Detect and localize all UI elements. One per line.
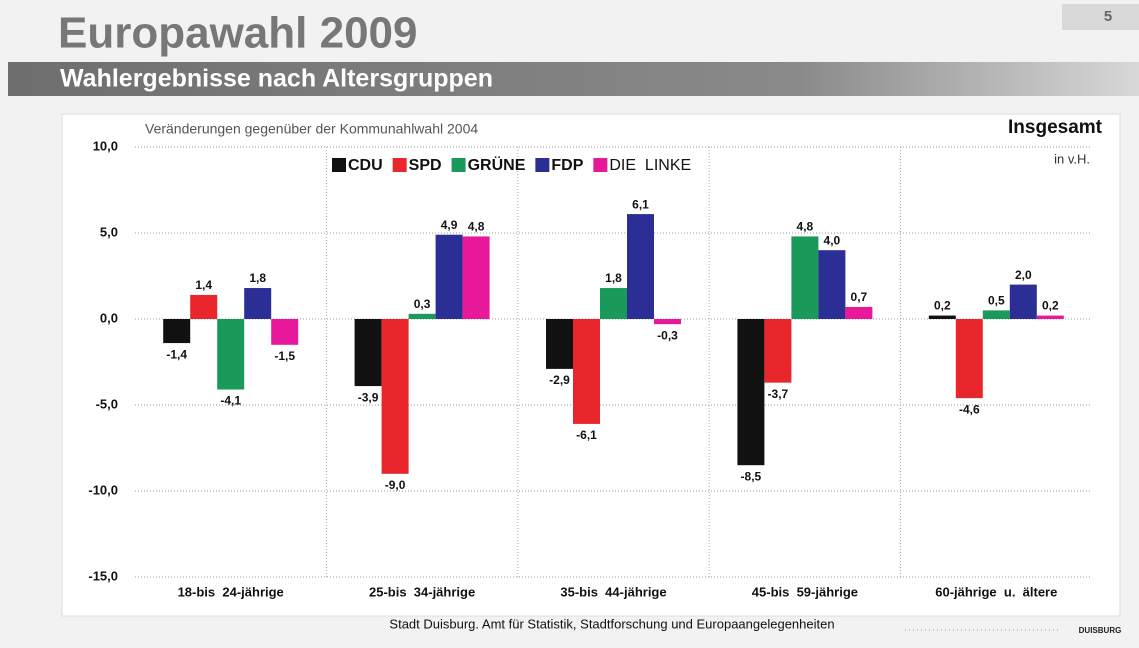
slide-title: Europawahl 2009 bbox=[58, 9, 417, 58]
bar bbox=[546, 319, 573, 369]
bar bbox=[163, 319, 191, 344]
value-label: 4,8 bbox=[468, 220, 485, 234]
value-label: 0,3 bbox=[414, 297, 431, 311]
value-label: 6,1 bbox=[632, 197, 649, 211]
bar bbox=[845, 306, 873, 319]
value-label: 1,8 bbox=[605, 271, 622, 285]
legend-swatch bbox=[535, 158, 550, 172]
value-label: 4,8 bbox=[797, 220, 814, 234]
legend-swatch bbox=[593, 158, 608, 172]
y-tick-label: -5,0 bbox=[96, 396, 118, 411]
logo: DUISBURG bbox=[1079, 626, 1122, 635]
value-label: -2,9 bbox=[549, 373, 570, 387]
legend-label: SPD bbox=[409, 157, 442, 174]
y-tick-label: 0,0 bbox=[100, 310, 118, 325]
y-tick-label: 10,0 bbox=[93, 138, 118, 153]
y-tick-label: -10,0 bbox=[88, 482, 118, 497]
legend-swatch bbox=[332, 158, 346, 172]
value-label: -6,1 bbox=[576, 428, 597, 442]
legend-label: GRÜNE bbox=[468, 155, 526, 174]
slide-subtitle: Wahlergebnisse nach Altersgruppen bbox=[60, 65, 493, 93]
legend-swatch bbox=[392, 158, 407, 172]
bar bbox=[217, 319, 245, 390]
bar bbox=[1009, 284, 1037, 319]
x-tick-label: 60-jährige u. ältere bbox=[935, 584, 1057, 599]
bar bbox=[271, 319, 299, 345]
legend-swatch bbox=[451, 158, 466, 172]
bar bbox=[982, 310, 1010, 319]
value-label: 0,7 bbox=[851, 290, 868, 304]
bar bbox=[408, 313, 436, 319]
value-label: 4,0 bbox=[824, 233, 841, 247]
value-label: -8,5 bbox=[741, 469, 762, 483]
bar bbox=[654, 319, 681, 325]
bar bbox=[462, 236, 490, 319]
value-label: 0,5 bbox=[988, 294, 1005, 308]
x-tick-label: 25-bis 34-jährige bbox=[369, 584, 475, 599]
unit-label: in v.H. bbox=[1054, 151, 1090, 166]
value-label: -4,1 bbox=[220, 394, 241, 408]
x-tick-label: 18-bis 24-jährige bbox=[178, 584, 284, 599]
value-label: 1,8 bbox=[249, 271, 266, 285]
chart-subtitle: Veränderungen gegenüber der Kommunahlwah… bbox=[145, 121, 478, 137]
value-label: 0,2 bbox=[934, 299, 951, 313]
value-label: 0,2 bbox=[1042, 299, 1059, 313]
subtitle-band bbox=[8, 62, 1139, 96]
bar bbox=[764, 319, 792, 383]
bar bbox=[354, 319, 382, 387]
bar bbox=[244, 288, 272, 319]
bar bbox=[1036, 315, 1064, 319]
y-tick-label: 5,0 bbox=[100, 224, 118, 239]
x-tick-label: 35-bis 44-jährige bbox=[560, 584, 666, 599]
bar bbox=[435, 234, 463, 319]
bar bbox=[928, 315, 956, 319]
value-label: -0,3 bbox=[657, 328, 678, 342]
bar bbox=[955, 319, 983, 399]
legend-label: CDU bbox=[348, 157, 383, 174]
chart-title: Insgesamt bbox=[1008, 117, 1103, 138]
legend-label: DIE LINKE bbox=[609, 157, 691, 174]
legend-label: FDP bbox=[551, 157, 583, 174]
bar bbox=[190, 294, 218, 319]
bar bbox=[381, 319, 409, 474]
bar bbox=[737, 319, 765, 466]
value-label: -3,7 bbox=[768, 387, 789, 401]
bar bbox=[818, 250, 846, 319]
bar bbox=[573, 319, 600, 424]
value-label: -3,9 bbox=[358, 390, 379, 404]
value-label: -1,4 bbox=[166, 347, 187, 361]
value-label: 4,9 bbox=[441, 218, 458, 232]
page-box bbox=[1062, 4, 1139, 30]
page-number: 5 bbox=[1104, 8, 1112, 25]
bar bbox=[627, 214, 654, 319]
value-label: -9,0 bbox=[385, 478, 406, 492]
bar bbox=[791, 236, 819, 319]
y-tick-label: -15,0 bbox=[88, 568, 118, 583]
value-label: -4,6 bbox=[959, 402, 980, 416]
x-tick-label: 45-bis 59-jährige bbox=[752, 584, 858, 599]
source: Stadt Duisburg. Amt für Statistik, Stadt… bbox=[389, 616, 834, 631]
bar bbox=[600, 288, 627, 319]
value-label: 1,4 bbox=[195, 278, 212, 292]
value-label: 2,0 bbox=[1015, 268, 1032, 282]
value-label: -1,5 bbox=[274, 349, 295, 363]
